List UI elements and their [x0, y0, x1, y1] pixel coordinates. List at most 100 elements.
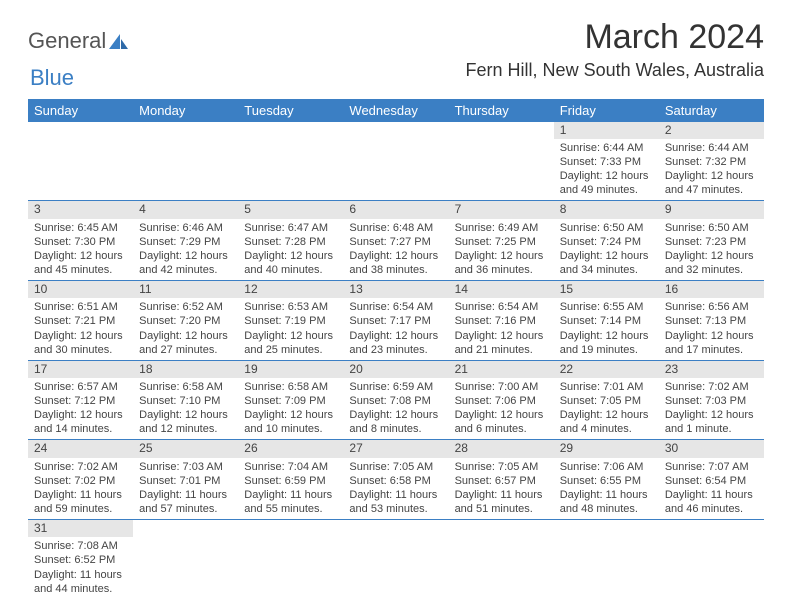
- calendar-day: 5Sunrise: 6:47 AMSunset: 7:28 PMDaylight…: [238, 201, 343, 281]
- sunset: Sunset: 7:03 PM: [665, 394, 758, 408]
- daylight-2: and 38 minutes.: [349, 263, 442, 277]
- sunrise: Sunrise: 7:02 AM: [34, 460, 127, 474]
- day-body: Sunrise: 6:44 AMSunset: 7:33 PMDaylight:…: [554, 139, 659, 200]
- sunset: Sunset: 7:21 PM: [34, 314, 127, 328]
- daylight-2: and 45 minutes.: [34, 263, 127, 277]
- day-body: [133, 537, 238, 556]
- calendar-day: 16Sunrise: 6:56 AMSunset: 7:13 PMDayligh…: [659, 281, 764, 361]
- daylight-1: Daylight: 12 hours: [665, 169, 758, 183]
- day-body: Sunrise: 6:47 AMSunset: 7:28 PMDaylight:…: [238, 219, 343, 280]
- daylight-2: and 12 minutes.: [139, 422, 232, 436]
- daylight-2: and 1 minute.: [665, 422, 758, 436]
- sunset: Sunset: 6:55 PM: [560, 474, 653, 488]
- day-number: 8: [554, 201, 659, 218]
- calendar-day: [28, 122, 133, 201]
- sunset: Sunset: 7:20 PM: [139, 314, 232, 328]
- sunset: Sunset: 7:17 PM: [349, 314, 442, 328]
- day-number: [238, 122, 343, 139]
- day-number: 13: [343, 281, 448, 298]
- sunset: Sunset: 7:29 PM: [139, 235, 232, 249]
- sunrise: Sunrise: 7:04 AM: [244, 460, 337, 474]
- day-number: 22: [554, 361, 659, 378]
- daylight-1: Daylight: 12 hours: [560, 249, 653, 263]
- calendar-day: [133, 122, 238, 201]
- sunrise: Sunrise: 7:07 AM: [665, 460, 758, 474]
- daylight-1: Daylight: 11 hours: [560, 488, 653, 502]
- day-body: Sunrise: 7:07 AMSunset: 6:54 PMDaylight:…: [659, 458, 764, 519]
- sunrise: Sunrise: 7:08 AM: [34, 539, 127, 553]
- sunset: Sunset: 7:06 PM: [455, 394, 548, 408]
- calendar-day: [133, 520, 238, 599]
- day-body: [659, 537, 764, 556]
- day-body: Sunrise: 6:51 AMSunset: 7:21 PMDaylight:…: [28, 298, 133, 359]
- daylight-2: and 42 minutes.: [139, 263, 232, 277]
- day-body: Sunrise: 6:58 AMSunset: 7:09 PMDaylight:…: [238, 378, 343, 439]
- day-number: 26: [238, 440, 343, 457]
- day-body: [238, 139, 343, 158]
- day-number: 4: [133, 201, 238, 218]
- day-body: Sunrise: 7:08 AMSunset: 6:52 PMDaylight:…: [28, 537, 133, 598]
- day-number: [133, 520, 238, 537]
- sunrise: Sunrise: 6:48 AM: [349, 221, 442, 235]
- day-body: [238, 537, 343, 556]
- sunset: Sunset: 6:59 PM: [244, 474, 337, 488]
- calendar-week: 17Sunrise: 6:57 AMSunset: 7:12 PMDayligh…: [28, 360, 764, 440]
- sunrise: Sunrise: 6:49 AM: [455, 221, 548, 235]
- day-body: Sunrise: 7:03 AMSunset: 7:01 PMDaylight:…: [133, 458, 238, 519]
- sunrise: Sunrise: 6:50 AM: [560, 221, 653, 235]
- sunrise: Sunrise: 6:50 AM: [665, 221, 758, 235]
- day-number: 12: [238, 281, 343, 298]
- sunset: Sunset: 7:14 PM: [560, 314, 653, 328]
- calendar-day: 7Sunrise: 6:49 AMSunset: 7:25 PMDaylight…: [449, 201, 554, 281]
- daylight-2: and 19 minutes.: [560, 343, 653, 357]
- day-body: Sunrise: 6:48 AMSunset: 7:27 PMDaylight:…: [343, 219, 448, 280]
- calendar-week: 24Sunrise: 7:02 AMSunset: 7:02 PMDayligh…: [28, 440, 764, 520]
- sunset: Sunset: 7:12 PM: [34, 394, 127, 408]
- day-number: [449, 520, 554, 537]
- calendar-day: [554, 520, 659, 599]
- logo-text-2: Blue: [30, 65, 74, 90]
- day-number: [343, 520, 448, 537]
- sunrise: Sunrise: 6:53 AM: [244, 300, 337, 314]
- sunrise: Sunrise: 6:58 AM: [244, 380, 337, 394]
- daylight-1: Daylight: 12 hours: [139, 249, 232, 263]
- daylight-1: Daylight: 12 hours: [139, 408, 232, 422]
- sunset: Sunset: 6:54 PM: [665, 474, 758, 488]
- daylight-2: and 6 minutes.: [455, 422, 548, 436]
- sunrise: Sunrise: 6:44 AM: [665, 141, 758, 155]
- day-number: 31: [28, 520, 133, 537]
- daylight-2: and 49 minutes.: [560, 183, 653, 197]
- daylight-2: and 55 minutes.: [244, 502, 337, 516]
- daylight-1: Daylight: 11 hours: [455, 488, 548, 502]
- day-number: 29: [554, 440, 659, 457]
- day-number: [659, 520, 764, 537]
- calendar-day: 21Sunrise: 7:00 AMSunset: 7:06 PMDayligh…: [449, 360, 554, 440]
- sunrise: Sunrise: 7:03 AM: [139, 460, 232, 474]
- calendar-day: 17Sunrise: 6:57 AMSunset: 7:12 PMDayligh…: [28, 360, 133, 440]
- day-body: Sunrise: 6:49 AMSunset: 7:25 PMDaylight:…: [449, 219, 554, 280]
- day-number: 18: [133, 361, 238, 378]
- day-body: [449, 537, 554, 556]
- calendar-day: 14Sunrise: 6:54 AMSunset: 7:16 PMDayligh…: [449, 281, 554, 361]
- sunset: Sunset: 7:10 PM: [139, 394, 232, 408]
- calendar-week: 3Sunrise: 6:45 AMSunset: 7:30 PMDaylight…: [28, 201, 764, 281]
- day-body: Sunrise: 7:02 AMSunset: 7:03 PMDaylight:…: [659, 378, 764, 439]
- sunrise: Sunrise: 7:00 AM: [455, 380, 548, 394]
- sunrise: Sunrise: 6:59 AM: [349, 380, 442, 394]
- daylight-1: Daylight: 12 hours: [34, 408, 127, 422]
- day-header: Thursday: [449, 99, 554, 122]
- daylight-2: and 53 minutes.: [349, 502, 442, 516]
- calendar-day: 11Sunrise: 6:52 AMSunset: 7:20 PMDayligh…: [133, 281, 238, 361]
- sunset: Sunset: 7:13 PM: [665, 314, 758, 328]
- day-body: Sunrise: 6:54 AMSunset: 7:17 PMDaylight:…: [343, 298, 448, 359]
- day-header: Wednesday: [343, 99, 448, 122]
- daylight-2: and 30 minutes.: [34, 343, 127, 357]
- daylight-1: Daylight: 12 hours: [349, 249, 442, 263]
- daylight-2: and 59 minutes.: [34, 502, 127, 516]
- day-number: [343, 122, 448, 139]
- daylight-2: and 48 minutes.: [560, 502, 653, 516]
- daylight-1: Daylight: 12 hours: [244, 249, 337, 263]
- daylight-2: and 21 minutes.: [455, 343, 548, 357]
- daylight-1: Daylight: 12 hours: [34, 329, 127, 343]
- day-number: 21: [449, 361, 554, 378]
